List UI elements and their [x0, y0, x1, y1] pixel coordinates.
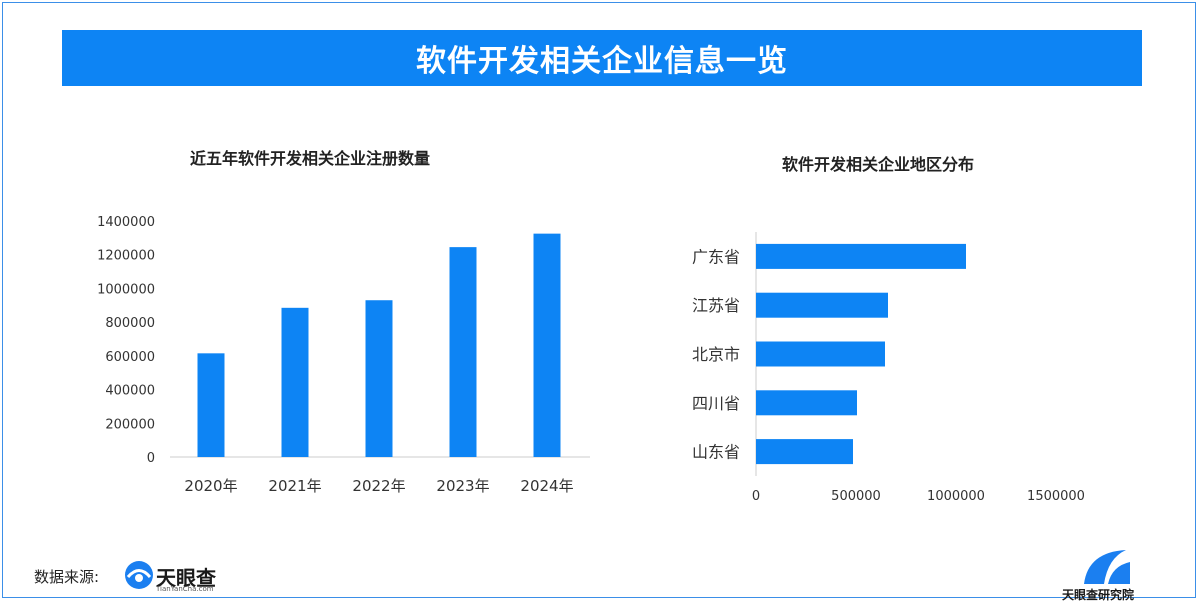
x-tick-label: 2023年 — [436, 477, 489, 495]
left-chart-title: 近五年软件开发相关企业注册数量 — [190, 149, 431, 168]
y-tick-label: 0 — [147, 451, 155, 466]
tianyancha-logo: 天眼查 TianYanCha.com — [124, 560, 234, 594]
x-tick-label: 1500000 — [1027, 489, 1085, 504]
x-tick-label: 2024年 — [520, 477, 573, 495]
bar-广东省 — [756, 243, 966, 269]
x-tick-label: 0 — [752, 489, 760, 504]
bar-2021年 — [281, 307, 309, 457]
y-tick-label: 800000 — [105, 316, 155, 331]
bar-2023年 — [449, 247, 477, 457]
logo-subtitle: TianYanCha.com — [156, 585, 214, 593]
y-tick-label: 1200000 — [97, 249, 155, 264]
x-tick-label: 500000 — [831, 489, 881, 504]
eye-logo-icon — [125, 561, 153, 589]
bar-四川省 — [756, 390, 857, 416]
page-title: 软件开发相关企业信息一览 — [416, 44, 788, 79]
x-tick-label: 2021年 — [268, 477, 321, 495]
header-banner: 软件开发相关企业信息一览 — [62, 30, 1142, 86]
y-tick-label: 北京市 — [692, 345, 740, 364]
bar-2022年 — [365, 300, 393, 457]
y-tick-label: 广东省 — [692, 247, 740, 266]
bar-2020年 — [197, 353, 225, 457]
logo-name: 天眼查 — [156, 566, 216, 590]
right-chart-title: 软件开发相关企业地区分布 — [782, 155, 975, 174]
research-institute-logo: 天眼查研究院 — [1062, 546, 1172, 602]
bar-北京市 — [756, 341, 885, 367]
y-tick-label: 400000 — [105, 384, 155, 399]
bar-2024年 — [533, 233, 561, 457]
x-tick-label: 2020年 — [184, 477, 237, 495]
y-tick-label: 四川省 — [692, 394, 740, 413]
x-tick-label: 2022年 — [352, 477, 405, 495]
registrations-bar-chart: 0 200000 400000 600000 800000 1000000 1200000 1… — [97, 215, 590, 495]
y-tick-label: 1000000 — [97, 282, 155, 297]
data-source-label: 数据来源: — [34, 568, 100, 586]
brand-name: 天眼查研究院 — [1062, 588, 1135, 602]
x-tick-label: 1000000 — [927, 489, 985, 504]
y-tick-label: 600000 — [105, 350, 155, 365]
y-tick-label: 江苏省 — [692, 296, 740, 315]
arch-logo-icon — [1084, 550, 1130, 584]
y-tick-label: 山东省 — [692, 443, 740, 462]
y-tick-label: 1400000 — [97, 215, 155, 230]
bar-山东省 — [756, 439, 853, 465]
y-tick-label: 200000 — [105, 417, 155, 432]
bar-江苏省 — [756, 292, 888, 318]
